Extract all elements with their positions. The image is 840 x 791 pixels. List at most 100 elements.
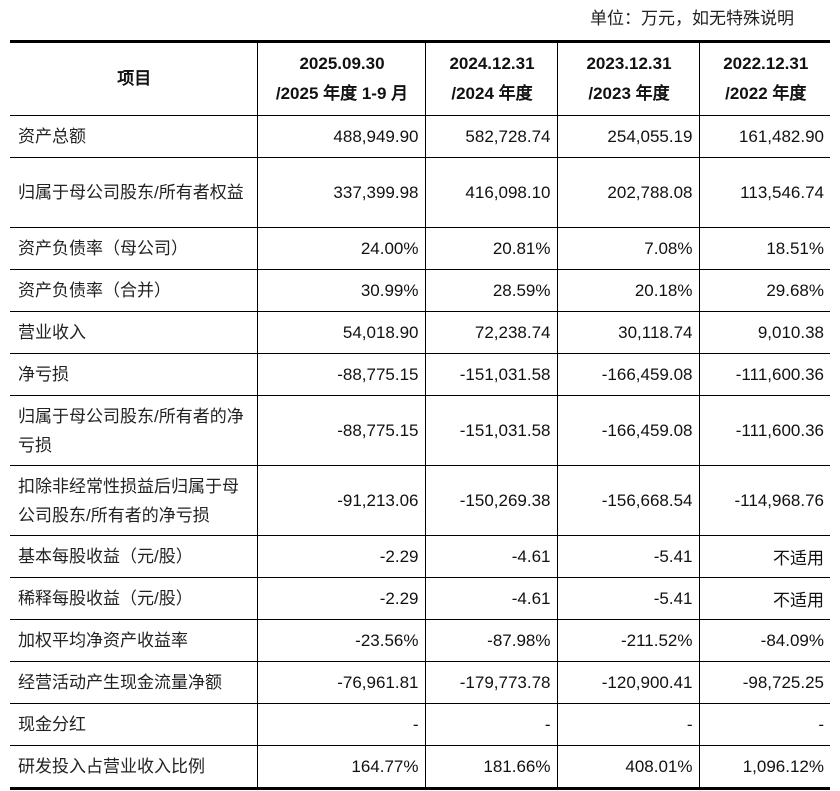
- cell-value: -4.61: [424, 535, 557, 578]
- row-label: 净亏损: [10, 353, 257, 396]
- cell-value: 164.77%: [256, 745, 425, 789]
- cell-value: -120,900.41: [556, 661, 699, 704]
- row-label: 现金分红: [10, 703, 257, 746]
- table-row: 经营活动产生现金流量净额 -76,961.81 -179,773.78 -120,90…: [10, 661, 830, 704]
- table-row: 净亏损 -88,775.15 -151,031.58 -166,459.08 -111,…: [10, 353, 830, 396]
- header-date: 2022.12.31: [723, 54, 809, 73]
- cell-value: -: [698, 703, 830, 746]
- header-period: /2023 年度: [588, 84, 670, 103]
- cell-value: -2.29: [256, 577, 425, 620]
- cell-value: -98,725.25: [698, 661, 830, 704]
- cell-value: -211.52%: [556, 619, 699, 662]
- header-item: 项目: [10, 41, 257, 116]
- header-col-2023: 2023.12.31/2023 年度: [556, 41, 699, 116]
- cell-value: 28.59%: [424, 269, 557, 312]
- cell-value: 7.08%: [556, 227, 699, 270]
- header-period: /2024 年度: [451, 84, 533, 103]
- cell-value: 1,096.12%: [698, 745, 830, 789]
- table-row: 资产负债率（母公司） 24.00% 20.81% 7.08% 18.51%: [10, 227, 830, 270]
- cell-value: -2.29: [256, 535, 425, 578]
- cell-value: -150,269.38: [424, 465, 557, 536]
- row-label: 归属于母公司股东/所有者的净亏损: [10, 395, 257, 466]
- table-row: 归属于母公司股东/所有者权益 337,399.98 416,098.10 202,78…: [10, 157, 830, 228]
- cell-value: 408.01%: [556, 745, 699, 789]
- cell-value: 30,118.74: [556, 311, 699, 354]
- cell-value: -23.56%: [256, 619, 425, 662]
- cell-value: 54,018.90: [256, 311, 425, 354]
- cell-value: 不适用: [698, 535, 830, 578]
- cell-value: 337,399.98: [256, 157, 425, 228]
- header-date: 2024.12.31: [449, 54, 535, 73]
- table-row: 基本每股收益（元/股） -2.29 -4.61 -5.41 不适用: [10, 535, 830, 578]
- header-period: /2025 年度 1-9 月: [275, 84, 409, 103]
- table-row: 稀释每股收益（元/股） -2.29 -4.61 -5.41 不适用: [10, 577, 830, 620]
- header-col-2024: 2024.12.31/2024 年度: [424, 41, 557, 116]
- cell-value: 202,788.08: [556, 157, 699, 228]
- row-label: 资产总额: [10, 115, 257, 158]
- table-row: 归属于母公司股东/所有者的净亏损 -88,775.15 -151,031.58 -16…: [10, 395, 830, 466]
- cell-value: 30.99%: [256, 269, 425, 312]
- cell-value: -: [256, 703, 425, 746]
- table-row: 资产负债率（合并） 30.99% 28.59% 20.18% 29.68%: [10, 269, 830, 312]
- cell-value: -179,773.78: [424, 661, 557, 704]
- cell-value: 18.51%: [698, 227, 830, 270]
- row-label: 扣除非经常性损益后归属于母公司股东/所有者的净亏损: [10, 465, 257, 536]
- row-label: 营业收入: [10, 311, 257, 354]
- cell-value: -: [556, 703, 699, 746]
- table-row: 加权平均净资产收益率 -23.56% -87.98% -211.52% -84.09%: [10, 619, 830, 662]
- cell-value: -114,968.76: [698, 465, 830, 536]
- cell-value: -76,961.81: [256, 661, 425, 704]
- table-body: 资产总额 488,949.90 582,728.74 254,055.19 161,48…: [10, 115, 830, 789]
- cell-value: -111,600.36: [698, 395, 830, 466]
- unit-note: 单位：万元，如无特殊说明: [590, 9, 794, 29]
- cell-value: -5.41: [556, 577, 699, 620]
- cell-value: -166,459.08: [556, 353, 699, 396]
- row-label: 归属于母公司股东/所有者权益: [10, 157, 257, 228]
- cell-value: -84.09%: [698, 619, 830, 662]
- cell-value: 20.18%: [556, 269, 699, 312]
- cell-value: -5.41: [556, 535, 699, 578]
- cell-value: 582,728.74: [424, 115, 557, 158]
- cell-value: 9,010.38: [698, 311, 830, 354]
- row-label: 稀释每股收益（元/股）: [10, 577, 257, 620]
- row-label: 基本每股收益（元/股）: [10, 535, 257, 578]
- cell-value: -166,459.08: [556, 395, 699, 466]
- cell-value: 113,546.74: [698, 157, 830, 228]
- cell-value: -: [424, 703, 557, 746]
- table-row: 研发投入占营业收入比例 164.77% 181.66% 408.01% 1,096.12…: [10, 745, 830, 789]
- cell-value: -4.61: [424, 577, 557, 620]
- table-row: 现金分红 - - - -: [10, 703, 830, 746]
- cell-value: -88,775.15: [256, 353, 425, 396]
- cell-value: -88,775.15: [256, 395, 425, 466]
- table-row: 资产总额 488,949.90 582,728.74 254,055.19 161,48…: [10, 115, 830, 158]
- cell-value: 254,055.19: [556, 115, 699, 158]
- cell-value: 416,098.10: [424, 157, 557, 228]
- header-col-2025: 2025.09.30/2025 年度 1-9 月: [256, 41, 425, 116]
- row-label: 研发投入占营业收入比例: [18, 757, 205, 776]
- cell-value: 20.81%: [424, 227, 557, 270]
- header-date: 2023.12.31: [586, 54, 672, 73]
- cell-value: -87.98%: [424, 619, 557, 662]
- cell-value: 72,238.74: [424, 311, 557, 354]
- row-label: 经营活动产生现金流量净额: [10, 661, 257, 704]
- row-label: 加权平均净资产收益率: [10, 619, 257, 662]
- cell-value: 不适用: [698, 577, 830, 620]
- cell-value: 488,949.90: [256, 115, 425, 158]
- cell-value: -151,031.58: [424, 353, 557, 396]
- cell-value: 24.00%: [256, 227, 425, 270]
- header-col-2022: 2022.12.31/2022 年度: [698, 41, 830, 116]
- table-row: 营业收入 54,018.90 72,238.74 30,118.74 9,010.38: [10, 311, 830, 354]
- cell-value: -91,213.06: [256, 465, 425, 536]
- header-row: 项目 2025.09.30/2025 年度 1-9 月 2024.12.31/2…: [10, 41, 830, 116]
- row-label: 资产负债率（合并）: [10, 269, 257, 312]
- row-label: 资产负债率（母公司）: [10, 227, 257, 270]
- header-date: 2025.09.30: [299, 54, 385, 73]
- table-row: 扣除非经常性损益后归属于母公司股东/所有者的净亏损 -91,213.06 -150,…: [10, 465, 830, 536]
- financial-summary-table: 项目 2025.09.30/2025 年度 1-9 月 2024.12.31/2…: [10, 40, 830, 790]
- cell-value: 161,482.90: [698, 115, 830, 158]
- cell-value: -151,031.58: [424, 395, 557, 466]
- cell-value: 29.68%: [698, 269, 830, 312]
- cell-value: -111,600.36: [698, 353, 830, 396]
- cell-value: -156,668.54: [556, 465, 699, 536]
- header-period: /2022 年度: [725, 84, 807, 103]
